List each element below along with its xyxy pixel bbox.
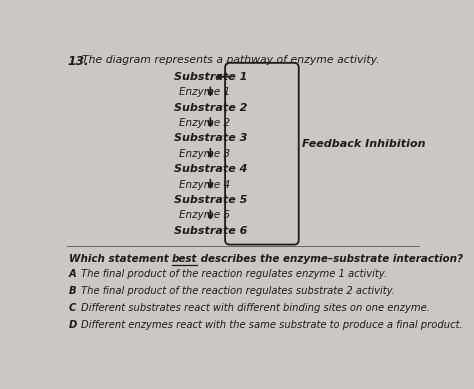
Text: C: C — [69, 303, 76, 313]
Text: Feedback Inhibition: Feedback Inhibition — [302, 140, 425, 149]
Text: Different substrates react with different binding sites on one enzyme.: Different substrates react with differen… — [81, 303, 430, 313]
Text: Enzyme 4: Enzyme 4 — [179, 179, 230, 189]
Text: The diagram represents a pathway of enzyme activity.: The diagram represents a pathway of enzy… — [82, 55, 380, 65]
Text: 13.: 13. — [67, 55, 89, 68]
Text: Substrate 4: Substrate 4 — [173, 164, 247, 174]
Text: Substrate 1: Substrate 1 — [173, 72, 247, 82]
Text: B: B — [69, 286, 76, 296]
Text: Substrate 2: Substrate 2 — [173, 103, 247, 112]
Text: Enzyme 3: Enzyme 3 — [179, 149, 230, 159]
Text: Substrate 6: Substrate 6 — [173, 226, 247, 236]
Text: Substrate 3: Substrate 3 — [173, 133, 247, 143]
Text: D: D — [69, 320, 77, 330]
Text: Different enzymes react with the same substrate to produce a final product.: Different enzymes react with the same su… — [81, 320, 463, 330]
Text: The final product of the reaction regulates enzyme 1 activity.: The final product of the reaction regula… — [81, 269, 387, 279]
Text: Enzyme 1: Enzyme 1 — [179, 87, 230, 97]
Text: best: best — [172, 254, 198, 264]
Text: describes the enzyme–substrate interaction?: describes the enzyme–substrate interacti… — [198, 254, 464, 264]
Text: Which statement: Which statement — [69, 254, 172, 264]
Text: Substrate 5: Substrate 5 — [173, 195, 247, 205]
Text: Enzyme 5: Enzyme 5 — [179, 210, 230, 220]
Text: Enzyme 2: Enzyme 2 — [179, 118, 230, 128]
Text: A: A — [69, 269, 76, 279]
Text: The final product of the reaction regulates substrate 2 activity.: The final product of the reaction regula… — [81, 286, 395, 296]
